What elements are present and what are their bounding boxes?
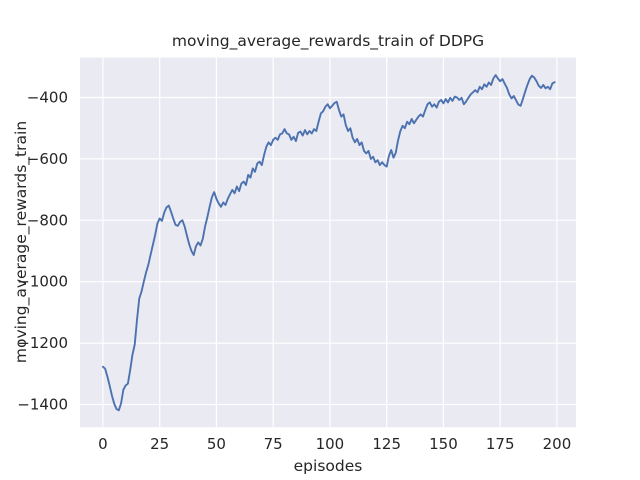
x-tick-label: 75 bbox=[264, 435, 283, 453]
x-tick-label: 0 bbox=[98, 435, 108, 453]
x-tick-label: 175 bbox=[486, 435, 515, 453]
chart-title: moving_average_rewards_train of DDPG bbox=[172, 32, 484, 51]
y-tick-label: −1400 bbox=[17, 395, 68, 413]
x-axis-tick-labels: 0 25 50 75 100 125 150 175 200 bbox=[98, 435, 571, 453]
y-tick-label: −1200 bbox=[17, 334, 68, 352]
x-axis-label: episodes bbox=[294, 457, 363, 475]
y-tick-label: −400 bbox=[27, 89, 68, 107]
y-tick-label: −1000 bbox=[17, 273, 68, 291]
x-tick-label: 125 bbox=[372, 435, 401, 453]
x-tick-label: 50 bbox=[207, 435, 226, 453]
x-tick-label: 100 bbox=[316, 435, 345, 453]
y-axis-label: moving_average_rewards_train bbox=[12, 121, 31, 363]
x-tick-label: 25 bbox=[150, 435, 169, 453]
x-tick-label: 150 bbox=[429, 435, 458, 453]
y-tick-label: −800 bbox=[27, 211, 68, 229]
x-tick-label: 200 bbox=[543, 435, 572, 453]
series-line bbox=[101, 74, 556, 412]
y-axis-tick-labels: −1400 −1200 −1000 −800 −600 −400 bbox=[17, 89, 68, 414]
y-tick-label: −600 bbox=[27, 150, 68, 168]
plot-area bbox=[80, 57, 576, 428]
